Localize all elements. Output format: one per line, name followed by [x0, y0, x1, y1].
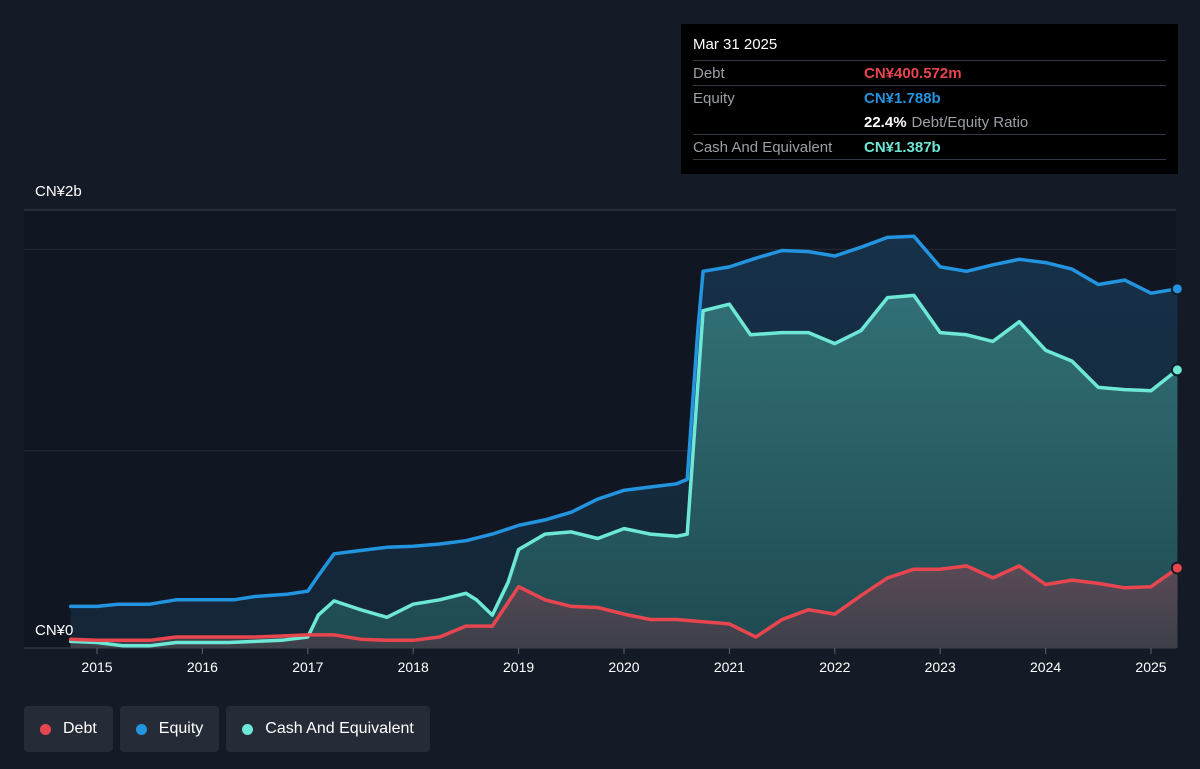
x-tick-label-2024: 2024: [1030, 659, 1061, 675]
legend-dot-debt: [40, 723, 51, 735]
tooltip-ratio-value: 22.4%: [864, 113, 907, 131]
x-tick-label-2021: 2021: [714, 659, 745, 675]
end-dot-debt: [1170, 561, 1184, 575]
x-tick-label-2022: 2022: [819, 659, 850, 675]
tooltip-row-equity: Equity CN¥1.788b: [693, 85, 1166, 110]
tooltip-cash-value: CN¥1.387b: [864, 138, 941, 156]
tooltip-debt-label: Debt: [693, 64, 725, 82]
y-axis-bottom-label: CN¥0: [35, 622, 74, 639]
legend-item-equity[interactable]: Equity: [119, 706, 220, 752]
y-axis-top-label: CN¥2b: [35, 183, 82, 200]
x-tick-label-2025: 2025: [1135, 659, 1166, 675]
tooltip-ratio-label: Debt/Equity Ratio: [911, 113, 1029, 131]
x-tick-label-2020: 2020: [608, 659, 639, 675]
line-equity: [68, 234, 1180, 609]
tooltip-row-debt: Debt CN¥400.572m: [693, 60, 1166, 85]
tooltip-row-ratio: 22.4% Debt/Equity Ratio: [693, 110, 1166, 134]
line-cash: [68, 293, 1180, 648]
legend-item-cash[interactable]: Cash And Equivalent: [226, 706, 430, 752]
legend-item-debt[interactable]: Debt: [24, 706, 113, 752]
x-tick-label-2018: 2018: [398, 659, 429, 675]
tooltip-equity-label: Equity: [693, 89, 735, 107]
area-debt: [70, 565, 1178, 648]
line-debt: [68, 564, 1180, 643]
x-tick-label-2019: 2019: [503, 659, 534, 675]
tooltip-cash-label: Cash And Equivalent: [693, 138, 833, 156]
tooltip-debt-value: CN¥400.572m: [864, 64, 962, 82]
legend-label-cash: Cash And Equivalent: [265, 720, 414, 737]
x-tick-label-2016: 2016: [187, 659, 218, 675]
end-dot-equity: [1170, 282, 1184, 296]
legend-label-equity: Equity: [158, 720, 204, 737]
end-dot-cash: [1170, 363, 1184, 377]
legend-dot-equity: [135, 723, 147, 735]
tooltip-date: Mar 31 2025: [693, 36, 778, 53]
tooltip-equity-value: CN¥1.788b: [864, 89, 941, 107]
legend-dot-cash: [242, 723, 254, 735]
chart-tooltip: Mar 31 2025 Debt CN¥400.572m Equity CN¥1…: [681, 24, 1178, 174]
x-tick-label-2017: 2017: [292, 659, 323, 675]
x-tick-label-2015: 2015: [81, 659, 112, 675]
chart-legend: Debt Equity Cash And Equivalent: [24, 706, 430, 752]
legend-label-debt: Debt: [63, 720, 97, 737]
x-tick-label-2023: 2023: [925, 659, 956, 675]
area-cash: [70, 295, 1178, 648]
tooltip-row-cash: Cash And Equivalent CN¥1.387b: [693, 134, 1166, 160]
